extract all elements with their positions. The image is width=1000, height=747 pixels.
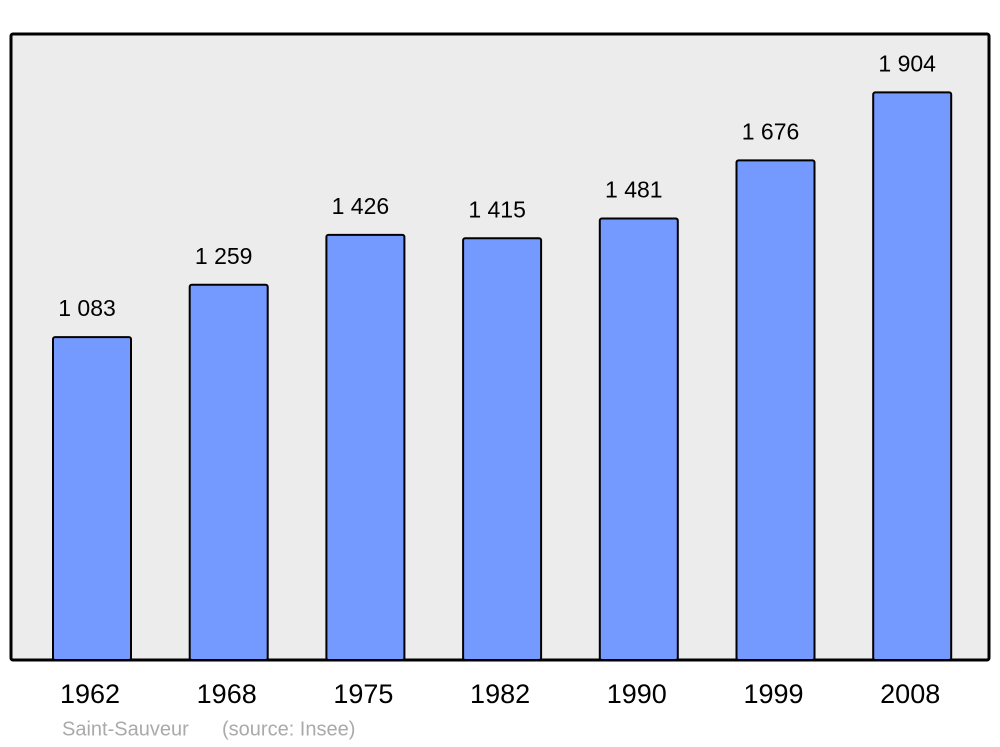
x-tick-label: 2008 [880, 679, 940, 709]
x-tick-label: 1962 [60, 679, 120, 709]
x-tick-label: 1982 [470, 679, 530, 709]
value-label: 1 426 [332, 193, 390, 219]
source-note: (source: Insee) [222, 718, 355, 740]
value-label: 1 904 [878, 51, 936, 77]
bar [325, 233, 406, 661]
bar [872, 91, 953, 661]
x-tick-label: 1999 [743, 679, 803, 709]
bar [52, 336, 132, 661]
x-tick-label: 1968 [197, 679, 257, 709]
bar [462, 237, 543, 661]
bar [735, 159, 816, 661]
bar [598, 217, 679, 661]
value-label: 1 083 [58, 295, 116, 321]
value-label: 1 259 [195, 243, 253, 269]
bar [188, 283, 269, 661]
x-tick-label: 1975 [333, 679, 393, 709]
value-label: 1 415 [468, 196, 526, 222]
x-tick-label: 1990 [607, 679, 667, 709]
chart-title: Saint-Sauveur [62, 718, 189, 740]
value-label: 1 481 [605, 177, 663, 203]
value-label: 1 676 [742, 118, 800, 144]
